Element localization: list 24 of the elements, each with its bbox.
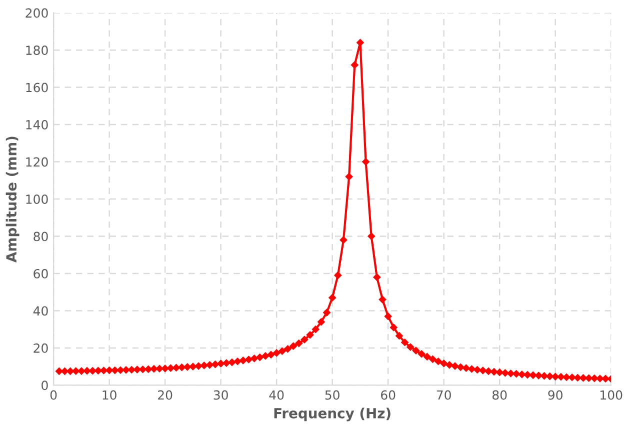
y-tick-label: 160 [26, 82, 48, 92]
x-tick-label: 0 [50, 390, 57, 400]
y-tick-label: 20 [34, 343, 48, 353]
y-axis-title: Amplitude (mm) [6, 136, 20, 262]
x-tick-label: 40 [269, 390, 284, 400]
y-tick-label: 140 [26, 120, 48, 130]
x-tick-label: 30 [214, 390, 228, 400]
y-tick-label: 80 [34, 232, 48, 242]
x-axis-title: Frequency (Hz) [274, 408, 390, 422]
x-tick-label: 70 [436, 390, 451, 400]
y-tick-label: 120 [26, 157, 48, 167]
x-tick-label: 100 [600, 390, 622, 400]
y-tick-label: 60 [34, 268, 48, 278]
x-tick-label: 60 [381, 390, 396, 400]
y-tick-label: 100 [26, 194, 48, 204]
y-tick-label: 40 [33, 306, 48, 316]
x-tick-label: 50 [325, 390, 340, 400]
y-tick-label: 0 [42, 380, 48, 390]
x-tick-label: 20 [158, 390, 172, 400]
x-tick-label: 10 [102, 390, 116, 400]
y-tick-label: 200 [26, 8, 48, 18]
x-tick-label: 80 [492, 390, 507, 400]
x-tick-label: 90 [548, 390, 562, 400]
y-tick-label: 180 [26, 46, 48, 56]
